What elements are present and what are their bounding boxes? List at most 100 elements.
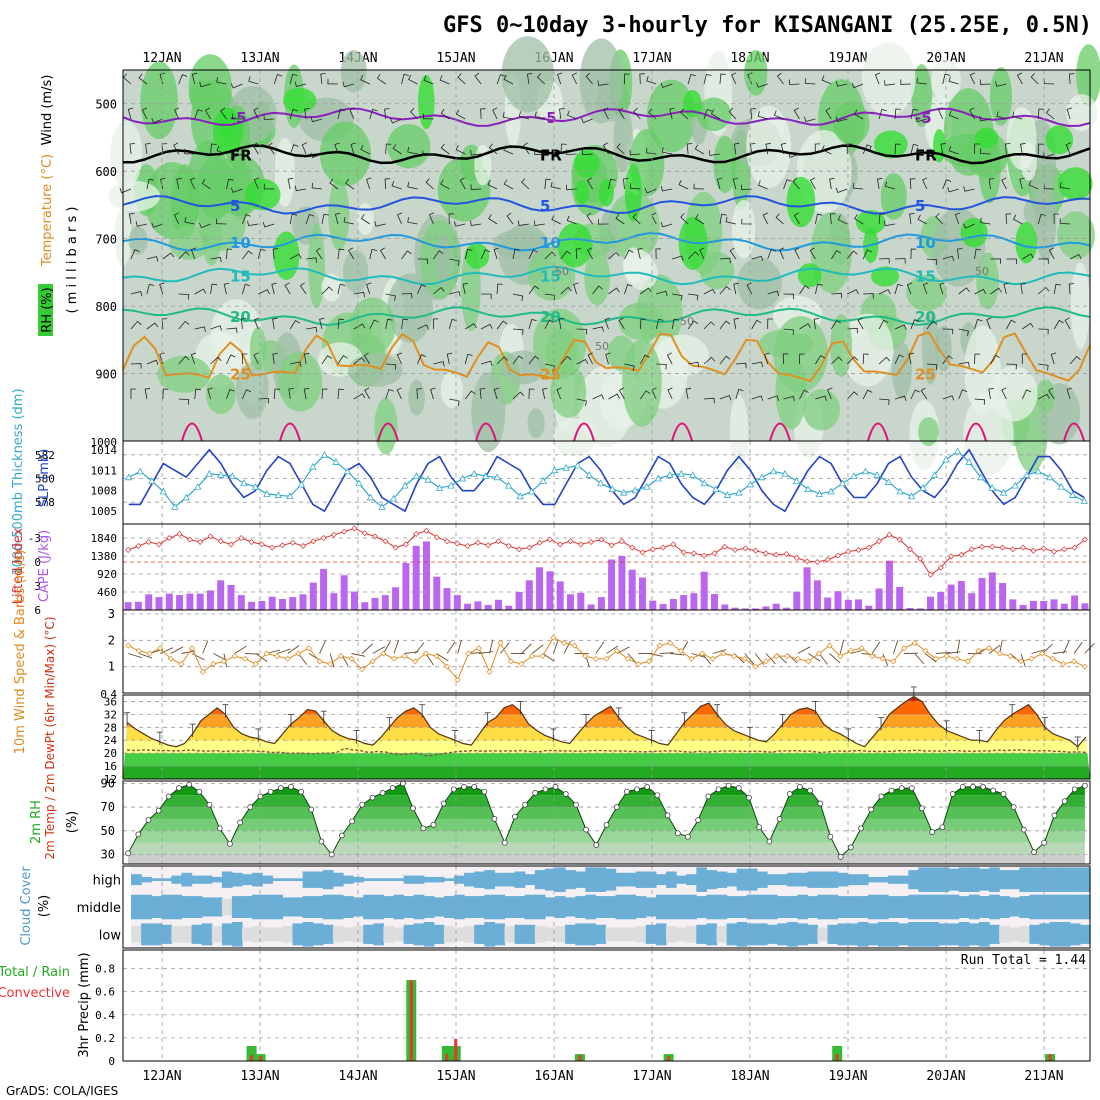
wind-barb: [974, 398, 986, 405]
wind-barb: [765, 142, 771, 155]
wind-speed-marker: [635, 661, 642, 668]
rh-contour-label: 50: [975, 265, 989, 278]
wind-barb: [979, 79, 991, 85]
wind-barb: [252, 142, 259, 155]
cloud-cell: [494, 872, 506, 887]
cape-bar: [649, 600, 657, 610]
wind-barb: [958, 389, 968, 400]
y-tick-label: 600: [95, 165, 117, 179]
cloud-cell: [928, 867, 940, 892]
cape-bar: [289, 597, 297, 610]
rh-marker: [1010, 804, 1017, 810]
wind-speed-marker: [539, 653, 546, 660]
wind-barb: [310, 152, 323, 159]
thickness-marker: [574, 461, 582, 469]
wind-barb: [528, 355, 540, 365]
wind-barb: [178, 398, 190, 405]
cloud-cell: [514, 924, 526, 944]
wind-barb: [327, 78, 338, 85]
isotherm-30: [377, 422, 399, 442]
wind-speed-marker: [146, 650, 153, 657]
wind-barb: [963, 186, 975, 192]
cloud-cell: [625, 894, 637, 920]
wind-speed-marker: [954, 655, 961, 662]
cloud-cell: [948, 894, 960, 920]
y-tick-label: 700: [95, 233, 117, 247]
rh-shade: [235, 356, 269, 419]
wind-barb-10m: [436, 653, 449, 662]
wind-barb: [566, 149, 577, 155]
cloud-cell: [948, 868, 960, 891]
rh-marker: [746, 794, 752, 801]
cloud-cell: [565, 897, 576, 917]
date-label-top: 19JAN: [828, 51, 867, 66]
cloud-cell: [676, 927, 687, 942]
cape-bar: [464, 603, 472, 610]
wind-barb: [940, 142, 946, 155]
wind-speed-marker: [220, 658, 227, 665]
wind-barb: [645, 147, 657, 155]
cloud-cell: [443, 878, 455, 881]
wind-speed-marker: [890, 658, 897, 665]
cloud-cell: [716, 926, 728, 943]
cloud-cell: [161, 894, 172, 920]
y-tick-label-slp: 1005: [91, 505, 118, 518]
wind-speed-marker: [507, 658, 514, 665]
isotherm-30: [1063, 422, 1085, 442]
rh-marker: [919, 805, 925, 812]
wind-barb: [710, 109, 721, 120]
cloud-layer-label: middle: [77, 901, 121, 916]
thickness-marker: [378, 503, 386, 510]
cape-bar: [608, 559, 616, 610]
wind-barb: [618, 387, 625, 400]
isotherm-label: 20: [230, 308, 251, 326]
wind-barb: [528, 285, 540, 295]
wind-barb: [433, 250, 444, 260]
wind-barb: [178, 355, 190, 365]
cloud-cell: [807, 871, 818, 888]
li-marker: [557, 541, 564, 548]
cape-bar: [1081, 603, 1089, 610]
wind-barb: [575, 248, 582, 260]
wind-barb: [857, 317, 864, 330]
wind-barb-10m: [670, 653, 685, 656]
wind-barb-10m: [797, 646, 811, 654]
isotherm-label: 25: [540, 366, 561, 384]
date-label-bottom: 12JAN: [142, 1069, 181, 1084]
wind-barb: [242, 283, 251, 295]
cape-bar: [927, 596, 934, 610]
rh-band: [128, 854, 1085, 864]
y-tick-label: 500: [95, 98, 117, 112]
cloud-cell: [817, 894, 829, 920]
cape-bar: [176, 595, 184, 610]
rh-shade: [321, 273, 342, 302]
wind-barb: [480, 323, 493, 330]
rh-marker: [491, 816, 498, 822]
axis-label-rh: RH (%): [40, 287, 55, 332]
rh-shade: [1020, 142, 1037, 181]
wind-barb: [835, 116, 848, 122]
wind-barb: [379, 247, 387, 260]
cape-bar: [772, 603, 780, 610]
wind-barb: [299, 282, 307, 295]
wind-barb: [910, 248, 917, 260]
wind-barb: [432, 318, 439, 330]
wind-barb: [703, 397, 715, 404]
li-marker: [238, 535, 245, 541]
cape-bar: [309, 582, 317, 610]
wind-barb: [337, 318, 345, 330]
rh-marker: [756, 824, 763, 831]
cape-bar: [885, 560, 893, 610]
wind-barb: [544, 319, 555, 330]
thickness-marker: [516, 492, 524, 500]
cloud-cell: [635, 871, 647, 888]
y-tick-label-wind: 1: [108, 660, 115, 674]
li-marker: [423, 527, 430, 534]
thickness-marker: [677, 469, 686, 477]
wind-barb: [385, 293, 396, 301]
date-label-top: 21JAN: [1024, 51, 1063, 66]
wind-barb: [660, 82, 673, 89]
wind-barb: [470, 149, 482, 156]
wind-speed-marker: [497, 639, 504, 646]
cloud-cell: [302, 922, 314, 947]
